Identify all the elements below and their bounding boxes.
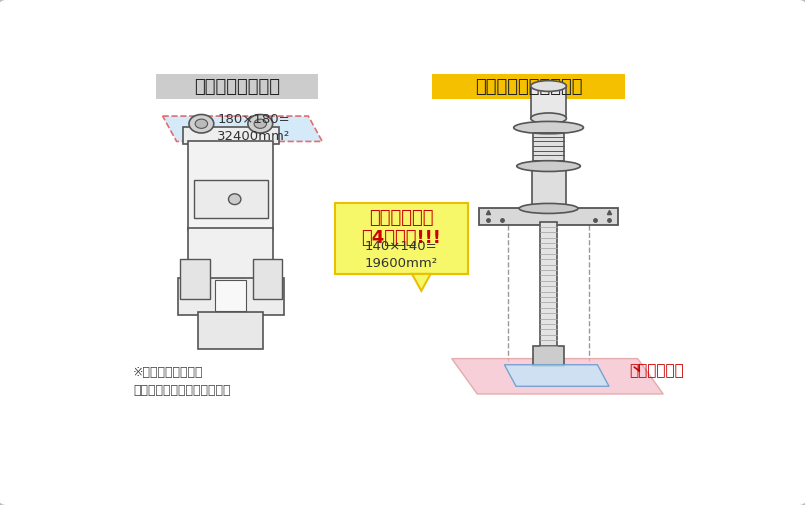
FancyBboxPatch shape — [533, 346, 564, 366]
FancyBboxPatch shape — [178, 278, 283, 315]
Text: 180×180=
32400mm²: 180×180= 32400mm² — [217, 113, 291, 142]
FancyBboxPatch shape — [188, 228, 274, 280]
Ellipse shape — [519, 204, 578, 214]
Ellipse shape — [248, 115, 273, 133]
Polygon shape — [412, 274, 431, 291]
Polygon shape — [163, 116, 322, 141]
FancyBboxPatch shape — [215, 280, 246, 311]
FancyBboxPatch shape — [198, 313, 263, 349]
Ellipse shape — [254, 119, 266, 128]
Text: 約4割削減!!!: 約4割削減!!! — [361, 229, 441, 247]
FancyBboxPatch shape — [188, 141, 274, 230]
Polygon shape — [505, 365, 609, 386]
Text: リックス浮上油回収機: リックス浮上油回収機 — [475, 78, 582, 96]
FancyBboxPatch shape — [194, 180, 268, 219]
FancyBboxPatch shape — [479, 208, 618, 225]
Ellipse shape — [530, 81, 567, 91]
Ellipse shape — [514, 121, 584, 134]
FancyBboxPatch shape — [530, 86, 567, 118]
FancyBboxPatch shape — [540, 222, 557, 349]
FancyBboxPatch shape — [335, 203, 468, 274]
FancyBboxPatch shape — [183, 127, 279, 144]
Text: 一般的なベルト式: 一般的なベルト式 — [194, 78, 280, 96]
FancyBboxPatch shape — [432, 74, 625, 99]
Ellipse shape — [517, 161, 580, 172]
FancyBboxPatch shape — [180, 259, 210, 299]
Text: 削減スペース: 削減スペース — [630, 364, 684, 378]
FancyBboxPatch shape — [533, 126, 564, 165]
Ellipse shape — [189, 115, 214, 133]
Text: ※一般的なベルト式
浮上油回収機のサイズです。: ※一般的なベルト式 浮上油回収機のサイズです。 — [133, 366, 231, 397]
FancyBboxPatch shape — [156, 74, 318, 99]
Text: 140×140=
19600mm²: 140×140= 19600mm² — [365, 240, 438, 270]
Polygon shape — [452, 359, 663, 394]
Ellipse shape — [530, 113, 567, 124]
Text: 設置スペース: 設置スペース — [369, 210, 434, 227]
FancyBboxPatch shape — [531, 165, 566, 207]
FancyBboxPatch shape — [253, 259, 282, 299]
Ellipse shape — [229, 194, 241, 205]
Ellipse shape — [195, 119, 208, 128]
